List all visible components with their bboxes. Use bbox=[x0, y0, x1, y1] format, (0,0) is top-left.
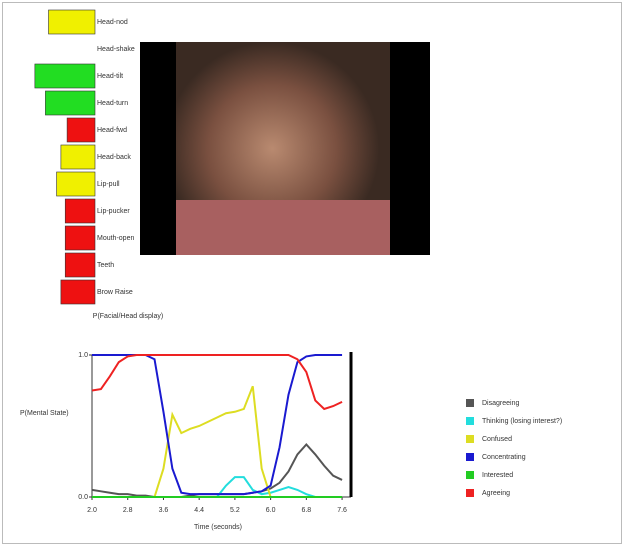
x-axis-label: P(Facial/Head display) bbox=[93, 313, 163, 320]
x-tick-label: 4.4 bbox=[194, 507, 204, 514]
y-tick-label: 0.0 bbox=[78, 494, 88, 501]
series-line bbox=[92, 444, 342, 497]
bar-label: Teeth bbox=[97, 262, 114, 269]
bar-label: Lip-pucker bbox=[97, 208, 130, 215]
legend-swatch bbox=[466, 489, 474, 497]
series-line bbox=[92, 386, 342, 497]
bar-label: Head-fwd bbox=[97, 127, 127, 134]
legend-swatch bbox=[466, 417, 474, 425]
x-tick-label: 6.8 bbox=[301, 507, 311, 514]
bar bbox=[65, 226, 95, 250]
bar bbox=[49, 10, 96, 34]
legend-label: Interested bbox=[482, 472, 513, 479]
bar-label: Head-nod bbox=[97, 19, 128, 26]
x-tick-label: 2.8 bbox=[123, 507, 133, 514]
legend-label: Agreeing bbox=[482, 490, 510, 497]
series-line bbox=[92, 355, 342, 494]
series-line bbox=[92, 355, 342, 409]
bar bbox=[65, 253, 95, 277]
legend-label: Disagreeing bbox=[482, 400, 519, 407]
bar bbox=[67, 118, 95, 142]
bar bbox=[65, 199, 95, 223]
legend-label: Confused bbox=[482, 436, 512, 443]
legend-swatch bbox=[466, 471, 474, 479]
legend-swatch bbox=[466, 453, 474, 461]
video-frame bbox=[140, 42, 430, 255]
x-tick-label: 6.0 bbox=[266, 507, 276, 514]
x-tick-label: 7.6 bbox=[337, 507, 347, 514]
screen: Head-nod Head-shake Head-tilt Head-turn Head… bbox=[0, 0, 625, 546]
bar bbox=[45, 91, 95, 115]
x-tick-label: 2.0 bbox=[87, 507, 97, 514]
x-tick-label: 5.2 bbox=[230, 507, 240, 514]
page: {"chart_data": [ {"type": "barh", "categ… bbox=[0, 0, 625, 551]
legend-label: Concentrating bbox=[482, 454, 526, 461]
bar-label: Head-shake bbox=[97, 46, 135, 53]
bar-label: Lip-pull bbox=[97, 181, 120, 188]
bar bbox=[57, 172, 95, 196]
bar bbox=[61, 145, 95, 169]
y-tick-label: 1.0 bbox=[78, 352, 88, 359]
x-axis-label: Time (seconds) bbox=[194, 524, 242, 531]
bar-label: Brow Raise bbox=[97, 289, 133, 296]
bar-label: Head-turn bbox=[97, 100, 128, 107]
bar bbox=[35, 64, 95, 88]
bar-label: Head-back bbox=[97, 154, 131, 161]
x-tick-label: 3.6 bbox=[159, 507, 169, 514]
legend-swatch bbox=[466, 399, 474, 407]
bar-label: Head-tilt bbox=[97, 73, 123, 80]
legend-label: Thinking (losing interest?) bbox=[482, 418, 562, 425]
legend-swatch bbox=[466, 435, 474, 443]
bar bbox=[61, 280, 95, 304]
y-axis-label: P(Mental State) bbox=[20, 410, 69, 417]
bar-label: Mouth-open bbox=[97, 235, 134, 242]
